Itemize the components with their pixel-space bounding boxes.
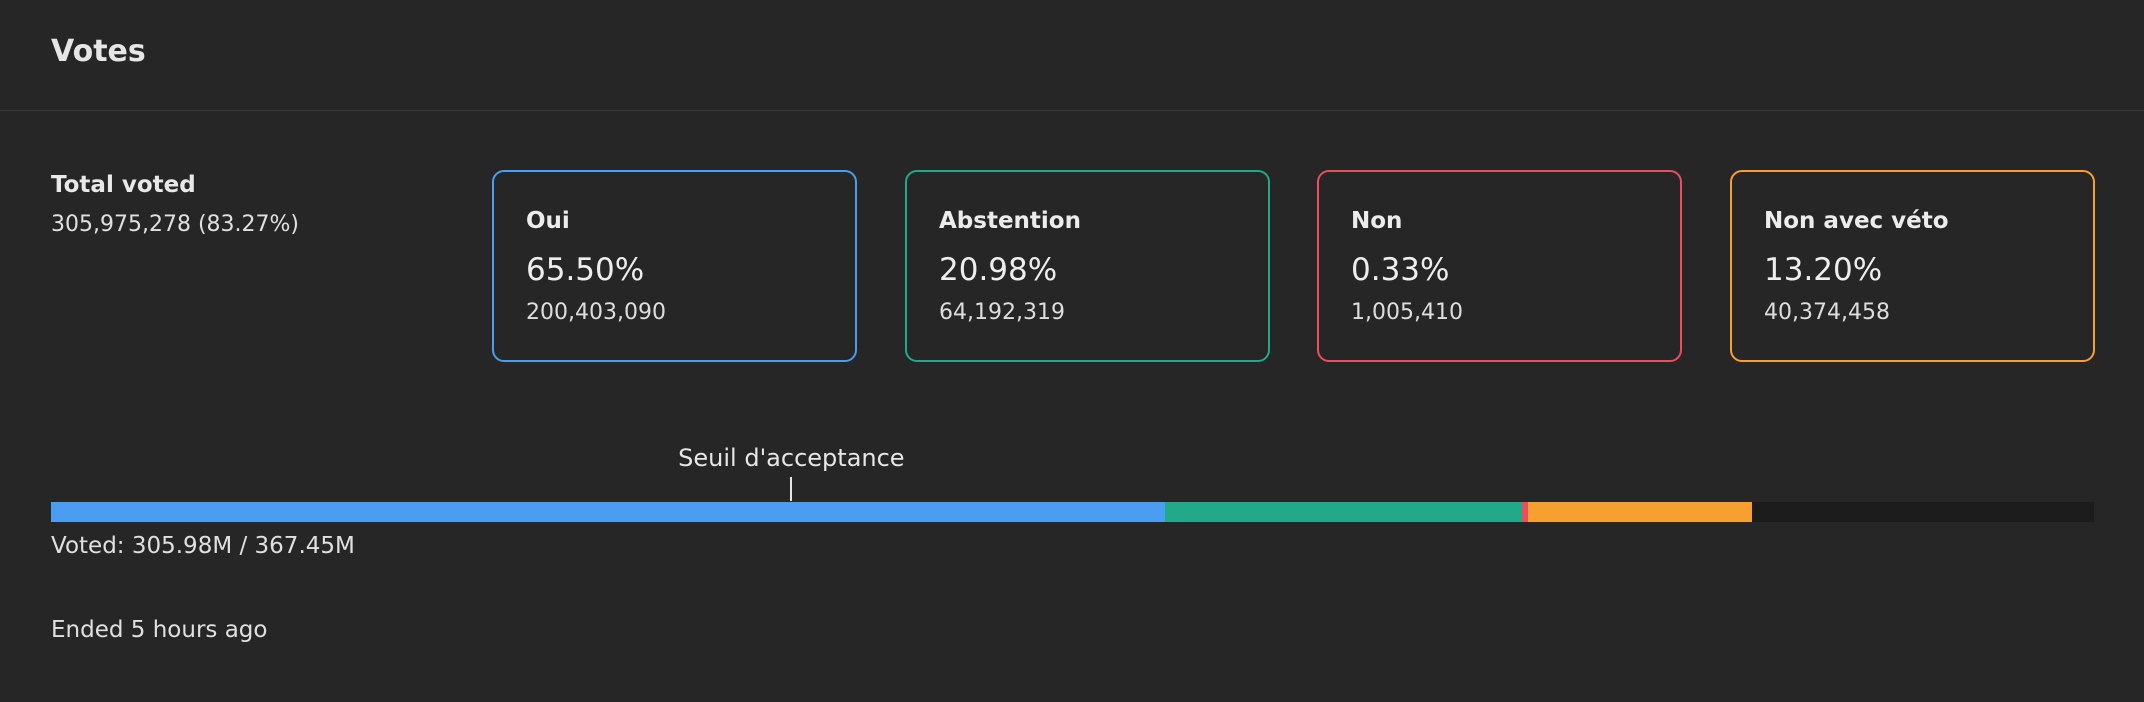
vote-option-count: 1,005,410	[1351, 300, 1463, 325]
threshold-label: Seuil d'acceptance	[678, 444, 905, 472]
vote-option-count: 64,192,319	[939, 300, 1065, 325]
vote-option-count: 200,403,090	[526, 300, 666, 325]
vote-option-card-non-avec-veto: Non avec véto 13.20% 40,374,458	[1730, 170, 2095, 362]
vote-option-percent: 20.98%	[939, 252, 1058, 288]
total-voted-value: 305,975,278 (83.27%)	[51, 212, 300, 237]
vote-option-percent: 0.33%	[1351, 252, 1450, 288]
vote-option-percent: 13.20%	[1764, 252, 1883, 288]
panel-title: Votes	[51, 33, 146, 69]
vote-option-card-abstention: Abstention 20.98% 64,192,319	[905, 170, 1270, 362]
progress-segment-non-avec-veto	[1527, 502, 1753, 522]
threshold-marker	[790, 477, 793, 501]
ended-status: Ended 5 hours ago	[51, 617, 268, 643]
vote-option-percent: 65.50%	[526, 252, 645, 288]
vote-option-count: 40,374,458	[1764, 300, 1890, 325]
voted-summary: Voted: 305.98M / 367.45M	[51, 533, 355, 559]
vote-option-label: Non	[1351, 208, 1403, 234]
vote-option-label: Abstention	[939, 208, 1081, 234]
vote-progress-bar	[51, 502, 2094, 522]
vote-option-card-oui: Oui 65.50% 200,403,090	[492, 170, 857, 362]
progress-segment-non	[1522, 502, 1528, 522]
vote-option-label: Oui	[526, 208, 570, 234]
vote-option-card-non: Non 0.33% 1,005,410	[1317, 170, 1682, 362]
total-voted-label: Total voted	[51, 172, 196, 198]
total-voted: Total voted 305,975,278 (83.27%)	[51, 172, 299, 237]
vote-option-label: Non avec véto	[1764, 208, 1949, 234]
panel-header: Votes	[0, 0, 2144, 111]
progress-segment-oui	[51, 502, 1166, 522]
progress-segment-abstention	[1165, 502, 1523, 522]
